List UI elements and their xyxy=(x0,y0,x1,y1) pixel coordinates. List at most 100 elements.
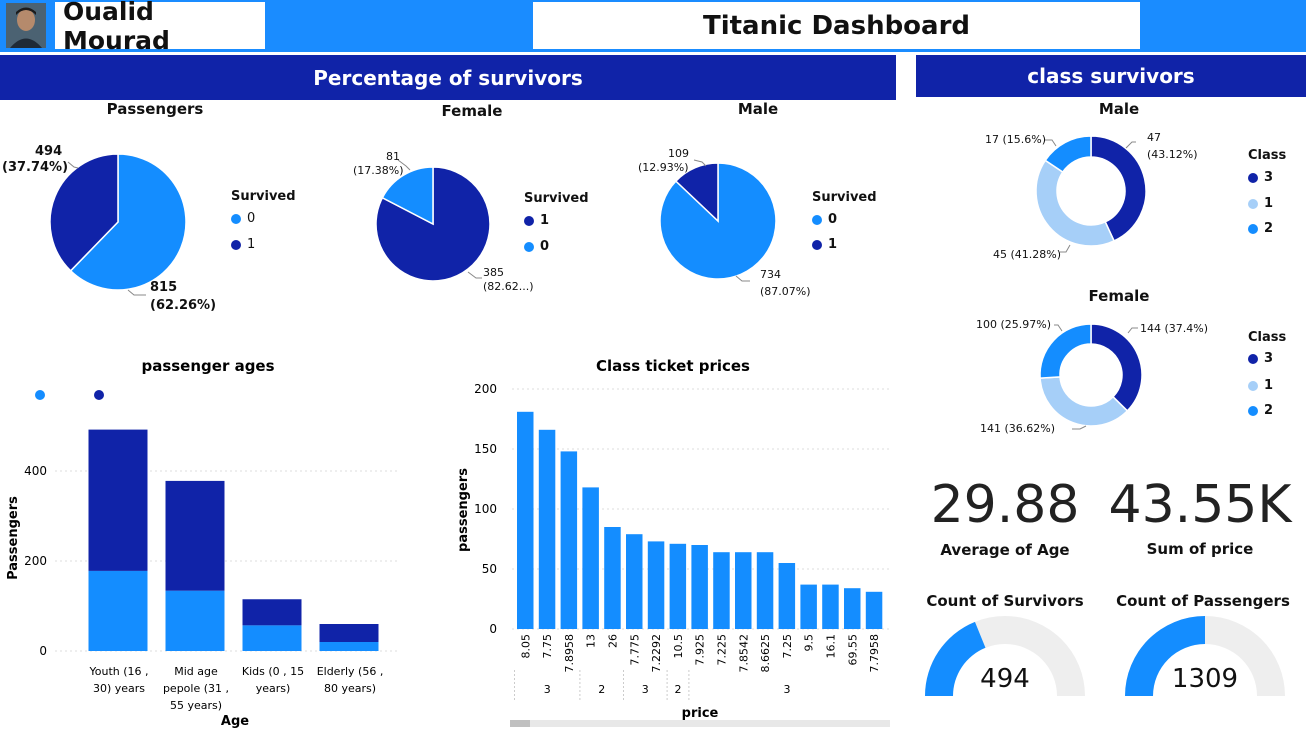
donut-male-legend-item[interactable]: 3 xyxy=(1248,170,1273,185)
y-tick-label: 0 xyxy=(39,644,47,658)
gauge-passengers-label: Count of Passengers xyxy=(1116,592,1290,610)
bar-segment[interactable] xyxy=(165,590,225,651)
price-bar[interactable] xyxy=(538,429,556,629)
price-bar[interactable] xyxy=(713,552,730,629)
pie-slice-1[interactable] xyxy=(674,162,719,223)
gauge-fill xyxy=(1125,616,1205,696)
legend-marker[interactable] xyxy=(35,390,45,400)
legend-label: 1 xyxy=(540,213,550,228)
donut-slice-class-3[interactable] xyxy=(1090,135,1147,242)
price-bar[interactable] xyxy=(735,552,752,629)
donut-female-legend-item[interactable]: 1 xyxy=(1248,378,1273,393)
pie-slice-1[interactable] xyxy=(49,153,119,272)
price-bar[interactable] xyxy=(582,487,599,629)
y-tick-label: 400 xyxy=(24,464,47,478)
donut-female-legend-item[interactable]: 2 xyxy=(1248,403,1273,418)
legend-marker xyxy=(524,241,534,252)
legend-marker xyxy=(231,239,241,250)
pie-female-label-1-pct: (17.38%) xyxy=(353,164,404,177)
x-group-label: 2 xyxy=(598,683,605,696)
y-tick-label: 100 xyxy=(474,502,497,516)
donut-female-legend-item[interactable]: 3 xyxy=(1248,351,1273,366)
x-tick-label: 55 years) xyxy=(170,699,222,712)
horizontal-scrollbar[interactable] xyxy=(510,720,890,727)
legend-marker xyxy=(1248,405,1258,416)
price-bar[interactable] xyxy=(647,541,665,629)
price-bar[interactable] xyxy=(517,411,534,629)
scrollbar-thumb[interactable] xyxy=(510,720,530,727)
legend-marker xyxy=(812,239,822,250)
kpi-sum-price-value: 43.55K xyxy=(1108,475,1292,535)
bar-segment[interactable] xyxy=(88,429,148,571)
price-bar[interactable] xyxy=(778,563,796,629)
y-tick-label: 0 xyxy=(489,622,497,636)
price-bar[interactable] xyxy=(669,543,687,629)
x-tick-label: 69.55 xyxy=(846,634,859,666)
price-bar[interactable] xyxy=(844,588,861,629)
pie-male-label-0-pct: (87.07%) xyxy=(760,285,811,298)
legend-marker[interactable] xyxy=(94,390,104,400)
pie-female-legend-item[interactable]: 1 xyxy=(524,213,549,228)
pie-female-legend-title: Survived xyxy=(524,191,589,206)
price-bar[interactable] xyxy=(626,534,643,629)
pie-male-legend-item[interactable]: 0 xyxy=(812,212,837,227)
donut-male-label-1: 45 (41.28%) xyxy=(993,248,1062,261)
legend-marker xyxy=(1248,223,1258,234)
x-tick-label: 7.8958 xyxy=(563,634,576,673)
pie-passengers-legend-item[interactable]: 1 xyxy=(231,237,255,252)
legend-marker xyxy=(1248,353,1258,364)
pie-male-label-1-pct: (12.93%) xyxy=(638,161,689,174)
price-bar[interactable] xyxy=(865,591,883,629)
pie-passengers-legend-item[interactable]: 0 xyxy=(231,211,255,226)
price-bar[interactable] xyxy=(560,451,578,629)
bar-segment[interactable] xyxy=(319,624,379,642)
price-bar[interactable] xyxy=(756,552,774,629)
donut-slice-class-3[interactable] xyxy=(1090,323,1143,412)
pie-female-title: Female xyxy=(441,102,503,120)
x-tick-label: 9.5 xyxy=(803,634,816,652)
donut-slice-class-1[interactable] xyxy=(1039,376,1129,427)
x-tick-label: 7.925 xyxy=(694,634,707,666)
donut-male-title: Male xyxy=(1098,100,1140,118)
x-tick-label: 7.8542 xyxy=(737,634,750,673)
donut-slice-class-1[interactable] xyxy=(1035,159,1116,247)
bar-segment[interactable] xyxy=(319,642,379,651)
y-tick-label: 200 xyxy=(24,554,47,568)
pie-female-legend-item[interactable]: 0 xyxy=(524,239,549,254)
bar-segment[interactable] xyxy=(242,625,302,651)
bar-segment[interactable] xyxy=(242,599,302,626)
pie-female-label-0: 385 xyxy=(483,266,504,279)
dashboard-title: Titanic Dashboard xyxy=(533,2,1140,49)
x-group-label: 2 xyxy=(675,683,682,696)
legend-label: 0 xyxy=(247,211,256,226)
donut-male-label-3-pct: (43.12%) xyxy=(1147,148,1198,161)
price-bar[interactable] xyxy=(822,584,839,629)
donut-male-chart xyxy=(1035,135,1147,253)
pie-male-label-1: 109 xyxy=(668,147,689,160)
price-bar[interactable] xyxy=(800,584,817,629)
donut-slice-class-2[interactable] xyxy=(1039,323,1092,379)
pie-male-legend-item[interactable]: 1 xyxy=(812,237,837,252)
x-tick-label: Elderly (56 , xyxy=(317,665,384,678)
donut-slice-class-2[interactable] xyxy=(1044,135,1092,174)
y-tick-label: 150 xyxy=(474,442,497,456)
donut-female-label-3: 144 (37.4%) xyxy=(1140,322,1209,335)
pie-passengers-label-1-pct: (37.74%) xyxy=(2,160,69,175)
bar-segment[interactable] xyxy=(165,480,225,591)
legend-label: 3 xyxy=(1264,170,1274,185)
bar-segment[interactable] xyxy=(88,570,148,651)
price-bar[interactable] xyxy=(604,527,621,629)
x-tick-label: 7.775 xyxy=(628,634,641,666)
legend-marker xyxy=(812,214,822,225)
donut-female-label-1: 141 (36.62%) xyxy=(980,422,1056,435)
donut-male-legend-item[interactable]: 1 xyxy=(1248,196,1273,211)
price-bar[interactable] xyxy=(691,545,708,629)
x-group-label: 3 xyxy=(784,683,791,696)
pie-slice-0[interactable] xyxy=(381,166,434,226)
donut-male-legend-item[interactable]: 2 xyxy=(1248,221,1273,236)
pie-slice-0[interactable] xyxy=(69,153,187,291)
legend-label: 1 xyxy=(1264,378,1274,393)
x-tick-label: 8.6625 xyxy=(759,634,772,673)
legend-label: 3 xyxy=(1264,351,1274,366)
banner-percentage-of-survivors: Percentage of survivors xyxy=(0,55,896,100)
